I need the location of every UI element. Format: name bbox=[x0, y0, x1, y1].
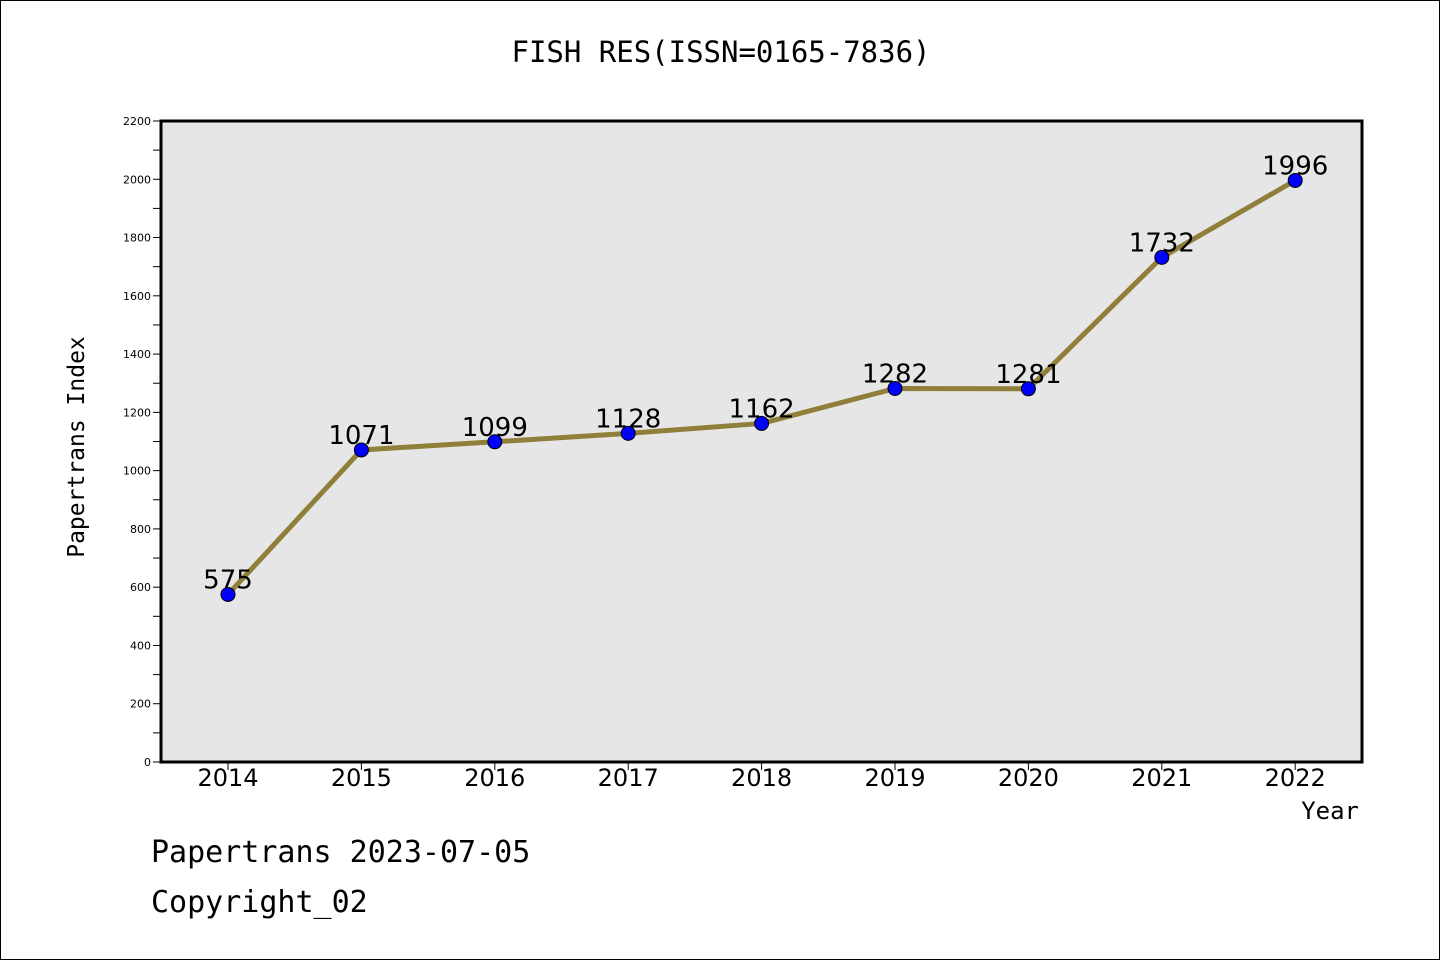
y-tick-label: 200 bbox=[130, 698, 151, 711]
x-tick-label: 2015 bbox=[331, 764, 392, 792]
y-tick-label: 2000 bbox=[123, 173, 151, 186]
plot-border bbox=[159, 119, 1364, 764]
y-tick-label: 1800 bbox=[123, 232, 151, 245]
x-tick-label: 2016 bbox=[464, 764, 525, 792]
x-tick-label: 2018 bbox=[731, 764, 792, 792]
data-point bbox=[487, 434, 503, 450]
y-tick-label: 800 bbox=[130, 523, 151, 536]
x-tick-label: 2017 bbox=[598, 764, 659, 792]
y-tick-label: 1600 bbox=[123, 290, 151, 303]
x-tick-label: 2019 bbox=[864, 764, 925, 792]
y-tick-label: 1000 bbox=[123, 465, 151, 478]
y-tick-label: 1200 bbox=[123, 406, 151, 419]
data-point bbox=[887, 380, 903, 396]
chart-title: FISH RES(ISSN=0165-7836) bbox=[511, 35, 931, 69]
y-tick-label: 400 bbox=[130, 639, 151, 652]
footer-copyright: Copyright_02 bbox=[151, 885, 368, 920]
x-axis-label: Year bbox=[1301, 797, 1359, 825]
x-tick-label: 2020 bbox=[998, 764, 1059, 792]
plot-background bbox=[161, 121, 1362, 762]
y-tick-label: 1400 bbox=[123, 348, 151, 361]
footer-date: Papertrans 2023-07-05 bbox=[151, 835, 531, 870]
y-tick-label: 600 bbox=[130, 581, 151, 594]
data-point bbox=[220, 586, 236, 602]
y-tick-label: 0 bbox=[144, 756, 151, 769]
x-tick-label: 2014 bbox=[197, 764, 258, 792]
data-point bbox=[754, 415, 770, 431]
data-point bbox=[620, 425, 636, 441]
data-point bbox=[1020, 381, 1036, 397]
data-point bbox=[353, 442, 369, 458]
y-tick-label: 2200 bbox=[123, 115, 151, 128]
data-point bbox=[1154, 249, 1170, 265]
x-tick-label: 2022 bbox=[1265, 764, 1326, 792]
x-tick-label: 2021 bbox=[1131, 764, 1192, 792]
data-point bbox=[1287, 172, 1303, 188]
